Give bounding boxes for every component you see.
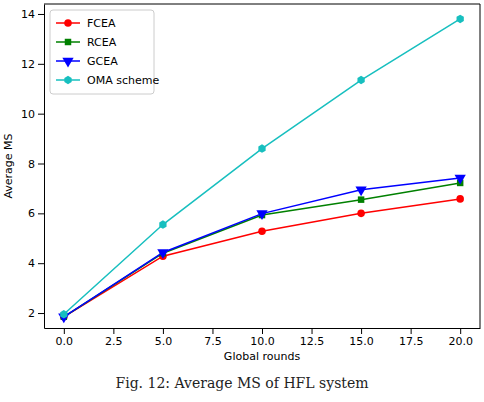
tick-label: 0.0 bbox=[56, 335, 74, 348]
tick: 12.5 bbox=[300, 328, 325, 348]
legend-item: FCEA bbox=[56, 17, 116, 30]
tick-label: 6 bbox=[28, 207, 35, 220]
tick: 6 bbox=[28, 207, 44, 220]
marker bbox=[157, 249, 168, 259]
tick-mark bbox=[312, 328, 313, 334]
tick: 7.5 bbox=[204, 328, 222, 348]
legend-marker bbox=[62, 58, 73, 68]
tick-mark bbox=[38, 64, 44, 65]
plot: 0.0 2.5 5.0 7.5 10.0 12.5 15.0 17.5 20.0 2 4 6 8 10 12… bbox=[21, 4, 481, 348]
tick: 14 bbox=[21, 8, 44, 21]
marker bbox=[357, 210, 365, 218]
marker bbox=[457, 15, 464, 23]
tick: 5.0 bbox=[155, 328, 173, 348]
caption: Fig. 12: Average MS of HFL system bbox=[115, 375, 368, 391]
frame bbox=[480, 4, 481, 328]
tick-label: 10 bbox=[21, 108, 35, 121]
series-line bbox=[64, 183, 460, 317]
tick: 4 bbox=[28, 257, 44, 270]
series-line bbox=[64, 199, 460, 317]
y-axis-title: Average MS bbox=[2, 133, 15, 198]
legend-marker bbox=[64, 19, 72, 27]
marker bbox=[258, 144, 265, 152]
tick-mark bbox=[411, 328, 412, 334]
marker bbox=[60, 310, 67, 318]
tick: 17.5 bbox=[399, 328, 424, 348]
tick-mark bbox=[262, 328, 263, 334]
chart: 0.0 2.5 5.0 7.5 10.0 12.5 15.0 17.5 20.0 2 4 6 8 10 12… bbox=[0, 0, 484, 402]
tick: 2 bbox=[28, 307, 44, 320]
tick-mark bbox=[64, 328, 65, 334]
tick: 0.0 bbox=[56, 328, 74, 348]
series-line bbox=[64, 178, 460, 317]
legend-marker bbox=[64, 76, 71, 84]
tick-label: 2 bbox=[28, 307, 35, 320]
marker bbox=[355, 186, 366, 196]
tick: 2.5 bbox=[105, 328, 123, 348]
x-axis: 0.0 2.5 5.0 7.5 10.0 12.5 15.0 17.5 20.0 bbox=[45, 328, 481, 348]
legend-item: GCEA bbox=[56, 55, 118, 68]
tick-mark bbox=[361, 328, 362, 334]
tick-label: 12 bbox=[21, 58, 35, 71]
frame bbox=[44, 4, 480, 5]
tick-mark bbox=[38, 213, 44, 214]
marker bbox=[159, 220, 166, 228]
tick-label: 10.0 bbox=[250, 335, 275, 348]
marker bbox=[258, 228, 266, 236]
tick-label: 20.0 bbox=[448, 335, 473, 348]
tick-mark bbox=[38, 263, 44, 264]
tick: 12 bbox=[21, 58, 44, 71]
tick-mark bbox=[460, 328, 461, 334]
tick-label: 15.0 bbox=[349, 335, 374, 348]
tick-mark bbox=[113, 328, 114, 334]
tick-label: 8 bbox=[28, 158, 35, 171]
legend-label: OMA scheme bbox=[87, 74, 159, 87]
tick: 15.0 bbox=[349, 328, 374, 348]
axis-line bbox=[44, 5, 45, 329]
tick-label: 12.5 bbox=[300, 335, 325, 348]
tick-label: 17.5 bbox=[399, 335, 424, 348]
marker bbox=[358, 196, 364, 202]
legend: FCEA RCEA GCEA OMA scheme bbox=[50, 10, 159, 94]
legend-label: GCEA bbox=[87, 55, 118, 68]
legend-label: FCEA bbox=[87, 17, 116, 30]
tick-mark bbox=[163, 328, 164, 334]
tick-label: 2.5 bbox=[105, 335, 123, 348]
legend-item: RCEA bbox=[56, 36, 117, 49]
marker bbox=[456, 195, 464, 203]
tick-label: 4 bbox=[28, 257, 35, 270]
tick: 20.0 bbox=[448, 328, 473, 348]
tick: 10 bbox=[21, 108, 44, 121]
legend-label: RCEA bbox=[87, 36, 117, 49]
marker bbox=[256, 210, 267, 220]
tick: 10.0 bbox=[250, 328, 275, 348]
marker bbox=[357, 76, 364, 84]
tick-label: 5.0 bbox=[155, 335, 173, 348]
tick-mark bbox=[38, 114, 44, 115]
marker bbox=[455, 175, 466, 185]
legend-marker bbox=[65, 39, 71, 45]
tick-mark bbox=[38, 14, 44, 15]
tick-mark bbox=[38, 164, 44, 165]
tick-mark bbox=[212, 328, 213, 334]
tick: 8 bbox=[28, 158, 44, 171]
legend-item: OMA scheme bbox=[56, 74, 159, 87]
x-axis-title: Global rounds bbox=[224, 350, 301, 363]
y-axis: 2 4 6 8 10 12 14 bbox=[21, 5, 45, 329]
tick-label: 14 bbox=[21, 8, 35, 21]
tick-mark bbox=[38, 313, 44, 314]
tick-label: 7.5 bbox=[204, 335, 222, 348]
